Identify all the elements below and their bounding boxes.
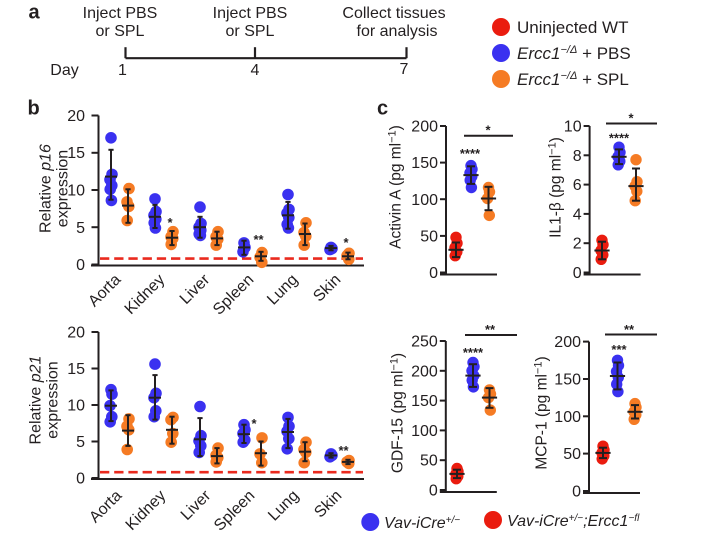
svg-text:Relative p16: Relative p16 (38, 144, 55, 233)
svg-text:or SPL: or SPL (226, 23, 275, 40)
svg-text:10: 10 (67, 398, 85, 415)
svg-text:Ercc1−/Δ + PBS: Ercc1−/Δ + PBS (517, 44, 631, 63)
svg-text:c: c (377, 98, 388, 120)
svg-text:**: ** (338, 443, 349, 458)
svg-text:0: 0 (76, 471, 85, 488)
svg-text:2: 2 (573, 236, 582, 253)
svg-text:200: 200 (411, 363, 438, 380)
svg-text:Inject PBS: Inject PBS (213, 5, 288, 22)
svg-text:or SPL: or SPL (96, 23, 145, 40)
svg-text:****: **** (463, 345, 484, 360)
svg-text:200: 200 (411, 119, 438, 136)
svg-text:IL1-β (pg ml−1): IL1-β (pg ml−1) (547, 137, 565, 238)
svg-text:6: 6 (573, 177, 582, 194)
svg-text:b: b (28, 98, 40, 120)
svg-text:250: 250 (411, 334, 438, 351)
svg-text:*: * (167, 215, 173, 230)
svg-text:20: 20 (67, 325, 85, 342)
svg-text:*: * (343, 235, 349, 250)
svg-text:0: 0 (573, 265, 582, 282)
svg-text:20: 20 (67, 108, 85, 125)
svg-text:0: 0 (572, 484, 581, 501)
svg-text:Activin A (pg ml−1): Activin A (pg ml−1) (387, 125, 405, 249)
svg-text:Ercc1−/Δ + SPL: Ercc1−/Δ + SPL (517, 70, 629, 89)
svg-text:MCP-1 (pg ml−1): MCP-1 (pg ml−1) (533, 356, 551, 469)
svg-text:15: 15 (67, 145, 85, 162)
svg-text:8: 8 (573, 148, 582, 165)
svg-text:200: 200 (554, 334, 581, 351)
svg-text:1: 1 (118, 62, 127, 79)
svg-text:0: 0 (76, 257, 85, 274)
svg-text:Day: Day (50, 62, 78, 79)
svg-text:**: ** (624, 322, 635, 337)
svg-text:**: ** (485, 322, 496, 337)
svg-text:GDF-15 (pg ml−1): GDF-15 (pg ml−1) (389, 353, 407, 473)
svg-text:5: 5 (76, 434, 85, 451)
svg-text:Inject PBS: Inject PBS (83, 5, 158, 22)
svg-text:****: **** (609, 131, 630, 146)
svg-text:a: a (29, 2, 41, 24)
svg-text:7: 7 (400, 61, 409, 78)
svg-text:*: * (485, 123, 491, 138)
svg-text:4: 4 (573, 206, 582, 223)
svg-text:0: 0 (429, 483, 438, 500)
svg-text:50: 50 (563, 446, 581, 463)
svg-text:50: 50 (420, 453, 438, 470)
svg-text:*: * (251, 416, 257, 431)
svg-text:Relative p21: Relative p21 (28, 356, 45, 445)
svg-text:****: **** (460, 146, 481, 161)
svg-text:15: 15 (67, 361, 85, 378)
svg-text:Collect tissues: Collect tissues (342, 5, 445, 22)
svg-text:0: 0 (429, 265, 438, 282)
svg-text:4: 4 (251, 62, 260, 79)
svg-text:5: 5 (76, 220, 85, 237)
svg-text:10: 10 (564, 119, 582, 136)
svg-text:expression: expression (55, 150, 72, 227)
svg-text:100: 100 (411, 423, 438, 440)
svg-text:*: * (628, 111, 634, 126)
svg-text:Uninjected WT: Uninjected WT (517, 18, 628, 37)
svg-text:150: 150 (411, 155, 438, 172)
svg-text:for analysis: for analysis (357, 23, 438, 40)
svg-text:Vav-iCre+/−;Ercc1−fl: Vav-iCre+/−;Ercc1−fl (507, 513, 640, 530)
svg-text:expression: expression (45, 361, 62, 438)
svg-text:150: 150 (411, 393, 438, 410)
svg-text:***: *** (611, 342, 627, 357)
svg-text:100: 100 (411, 192, 438, 209)
svg-text:**: ** (253, 232, 264, 247)
svg-text:150: 150 (554, 372, 581, 389)
svg-text:10: 10 (67, 183, 85, 200)
svg-text:Vav-iCre+/−: Vav-iCre+/− (384, 515, 460, 532)
svg-text:100: 100 (554, 409, 581, 426)
svg-text:50: 50 (420, 228, 438, 245)
